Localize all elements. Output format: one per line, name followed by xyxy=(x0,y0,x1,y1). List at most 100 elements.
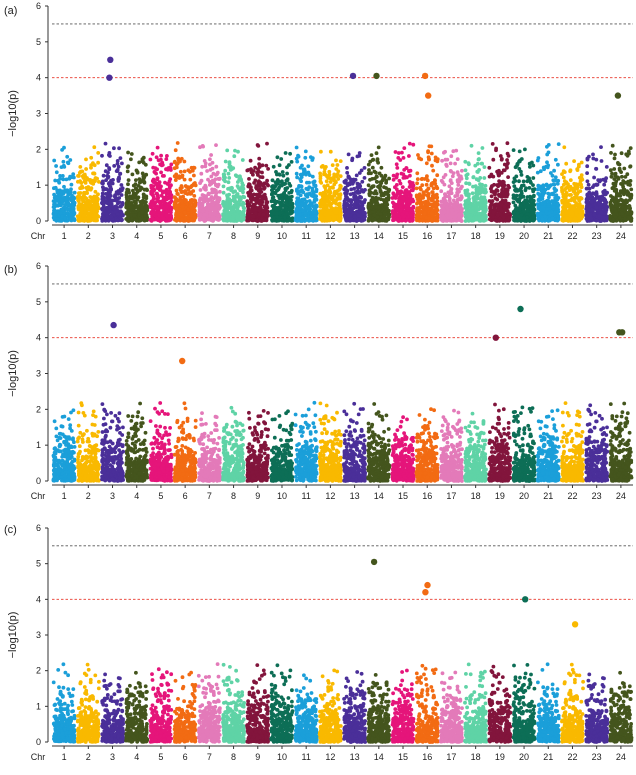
snp-point xyxy=(460,168,464,173)
snp-point xyxy=(394,206,399,211)
snp-point xyxy=(161,210,166,215)
snp-point xyxy=(338,174,343,179)
snp-point xyxy=(150,199,155,204)
snp-point xyxy=(283,215,287,220)
snp-point xyxy=(362,176,367,180)
snp-point xyxy=(306,187,310,192)
snp-point xyxy=(304,193,309,198)
snp-point xyxy=(327,216,332,221)
snp-point xyxy=(335,210,339,215)
snp-point xyxy=(136,208,141,213)
snp-point xyxy=(448,161,453,166)
snp-point xyxy=(221,199,226,204)
snp-point xyxy=(505,165,509,170)
snp-point xyxy=(84,196,89,201)
snp-point xyxy=(378,212,383,216)
snp-point xyxy=(136,195,141,200)
snp-point xyxy=(81,194,86,198)
snp-point xyxy=(328,149,333,154)
snp-point xyxy=(100,179,105,184)
snp-point xyxy=(496,171,501,176)
snp-point xyxy=(296,154,301,159)
snp-point xyxy=(506,183,511,188)
snp-point xyxy=(209,153,214,157)
snp-point xyxy=(255,218,259,223)
snp-point xyxy=(443,173,448,177)
snp-point xyxy=(479,206,483,211)
snp-point xyxy=(155,176,160,181)
snp-point xyxy=(179,184,184,188)
snp-point xyxy=(180,205,185,209)
snp-point xyxy=(139,200,144,205)
snp-point xyxy=(439,199,444,204)
snp-point xyxy=(330,163,335,168)
snp-point xyxy=(347,175,351,179)
snp-point xyxy=(360,179,365,184)
snp-point xyxy=(334,167,339,171)
snp-point xyxy=(469,143,474,148)
snp-point xyxy=(300,197,305,202)
snp-point xyxy=(444,194,449,199)
snp-point xyxy=(265,182,269,187)
snp-point xyxy=(279,157,284,161)
snp-point xyxy=(464,209,469,214)
snp-point xyxy=(427,207,432,212)
snp-point xyxy=(375,158,380,163)
snp-point xyxy=(496,184,500,189)
snp-point xyxy=(248,197,253,201)
snp-point xyxy=(449,154,454,159)
snp-point xyxy=(82,172,87,177)
snp-point xyxy=(162,174,166,178)
snp-point xyxy=(323,166,327,171)
snp-point xyxy=(96,192,100,197)
snp-point xyxy=(192,173,196,178)
snp-point xyxy=(376,145,381,150)
snp-point xyxy=(168,184,173,189)
snp-point xyxy=(489,202,494,207)
snp-point xyxy=(115,159,120,163)
snp-point xyxy=(68,190,73,195)
snp-point xyxy=(135,187,139,192)
snp-point xyxy=(138,180,143,185)
snp-point xyxy=(444,162,449,167)
snp-point xyxy=(501,180,506,185)
snp-point xyxy=(411,206,416,210)
snp-point xyxy=(478,188,483,193)
snp-point xyxy=(257,201,262,206)
snp-point xyxy=(478,176,483,180)
snp-point xyxy=(451,171,456,176)
snp-point xyxy=(118,156,123,161)
snp-point xyxy=(505,151,510,156)
snp-point xyxy=(321,201,326,205)
snp-point xyxy=(108,180,112,185)
snp-point xyxy=(489,194,494,199)
snp-point xyxy=(240,158,245,162)
snp-point xyxy=(112,194,117,199)
snp-point xyxy=(467,218,472,223)
snp-point xyxy=(216,213,221,218)
snp-point xyxy=(407,169,411,174)
snp-point xyxy=(85,191,89,196)
snp-point xyxy=(448,189,453,194)
snp-point xyxy=(420,176,425,181)
snp-point xyxy=(488,206,492,211)
snp-point xyxy=(188,177,193,182)
snp-point xyxy=(411,183,416,188)
snp-point xyxy=(429,202,434,207)
snp-point xyxy=(309,215,314,220)
snp-point xyxy=(260,170,264,175)
snp-point xyxy=(300,188,304,193)
snp-point xyxy=(399,199,404,204)
snp-point xyxy=(383,204,387,209)
snp-point xyxy=(68,158,73,162)
snp-point xyxy=(394,174,399,179)
snp-point xyxy=(409,213,413,218)
snp-point xyxy=(163,180,167,185)
snp-point xyxy=(374,151,379,156)
snp-point xyxy=(159,163,164,168)
snp-point xyxy=(429,217,434,222)
snp-point xyxy=(249,188,254,193)
snp-point xyxy=(124,204,129,209)
snp-point xyxy=(435,213,440,218)
snp-point xyxy=(370,165,375,170)
